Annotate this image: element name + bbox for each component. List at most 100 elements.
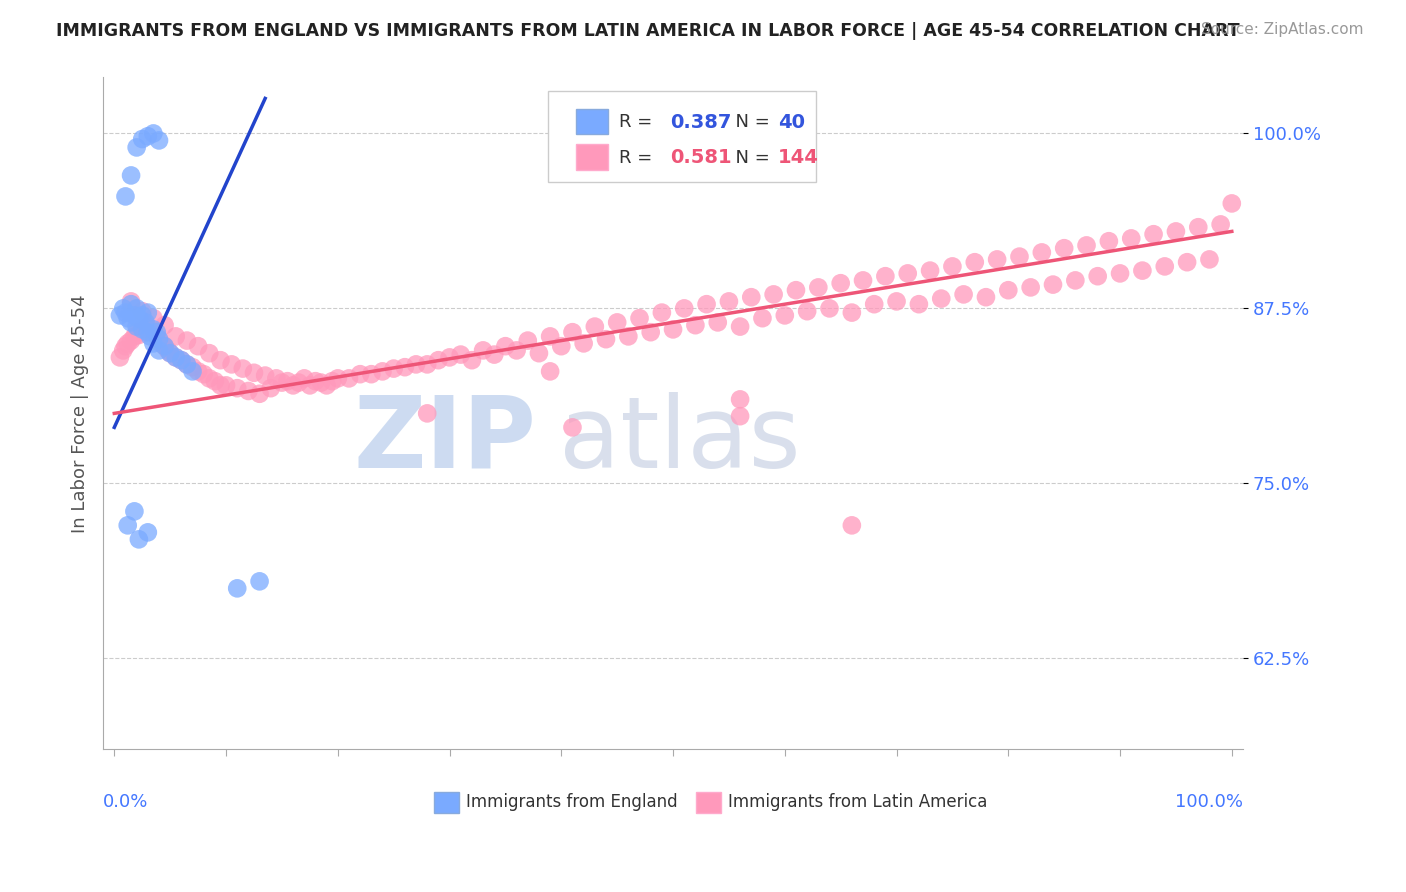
Point: [773, 309, 796, 323]
Point: [796, 304, 818, 318]
Point: [153, 339, 176, 353]
Point: [1142, 227, 1164, 242]
Point: [112, 301, 135, 316]
Point: [159, 346, 181, 360]
Point: [181, 364, 204, 378]
Point: [136, 129, 159, 144]
Point: [215, 378, 238, 392]
Point: [108, 309, 131, 323]
Point: [153, 339, 176, 353]
Point: [153, 318, 176, 333]
Point: [484, 348, 506, 362]
Point: [1076, 238, 1098, 252]
Point: [394, 360, 416, 375]
Point: [120, 294, 142, 309]
Point: [156, 343, 179, 358]
Point: [135, 325, 157, 339]
Point: [266, 371, 288, 385]
Text: N =: N =: [724, 149, 776, 167]
Point: [131, 322, 153, 336]
Point: [494, 339, 516, 353]
Point: [128, 311, 150, 326]
Point: [1164, 224, 1187, 238]
Point: [807, 280, 830, 294]
Point: [120, 334, 142, 348]
Point: [572, 336, 595, 351]
Point: [920, 263, 942, 277]
Point: [897, 267, 920, 281]
Point: [142, 322, 165, 336]
Point: [139, 322, 162, 336]
Point: [292, 371, 315, 385]
Point: [142, 336, 165, 351]
Point: [142, 127, 165, 141]
Point: [886, 294, 908, 309]
Point: [762, 287, 785, 301]
Point: [651, 305, 673, 319]
Point: [963, 255, 986, 269]
Point: [135, 315, 157, 329]
Text: Immigrants from Latin America: Immigrants from Latin America: [728, 793, 987, 812]
Point: [416, 406, 439, 420]
Point: [505, 343, 527, 358]
Point: [170, 353, 193, 368]
Point: [114, 339, 136, 353]
Point: [124, 329, 146, 343]
Point: [254, 368, 277, 383]
Point: [117, 311, 139, 326]
Point: [952, 287, 974, 301]
Text: atlas: atlas: [560, 392, 800, 489]
Point: [321, 374, 343, 388]
Point: [136, 305, 159, 319]
Point: [136, 319, 159, 334]
Point: [159, 346, 181, 360]
Point: [128, 533, 150, 547]
Point: [1220, 196, 1243, 211]
Point: [439, 351, 461, 365]
Text: 0.0%: 0.0%: [103, 793, 149, 811]
Point: [1175, 255, 1198, 269]
Text: N =: N =: [724, 113, 776, 131]
Point: [561, 420, 583, 434]
Point: [326, 371, 349, 385]
Point: [139, 329, 162, 343]
Point: [112, 343, 135, 358]
Point: [751, 311, 773, 326]
FancyBboxPatch shape: [548, 91, 815, 182]
Point: [148, 332, 170, 346]
Point: [198, 371, 221, 385]
Point: [628, 311, 651, 326]
Point: [128, 328, 150, 343]
FancyBboxPatch shape: [576, 109, 607, 135]
FancyBboxPatch shape: [576, 145, 607, 170]
Point: [1031, 245, 1053, 260]
Point: [673, 301, 696, 316]
Point: [728, 409, 751, 424]
Point: [117, 518, 139, 533]
Point: [1098, 234, 1121, 248]
Point: [232, 361, 254, 376]
Point: [1209, 218, 1232, 232]
Point: [131, 322, 153, 336]
Point: [260, 381, 283, 395]
Point: [908, 297, 931, 311]
Point: [1153, 260, 1175, 274]
Point: [538, 329, 561, 343]
Point: [461, 353, 484, 368]
Point: [120, 297, 142, 311]
Point: [287, 376, 309, 390]
Point: [527, 346, 550, 360]
Point: [249, 574, 271, 589]
Point: [221, 358, 243, 372]
Point: [142, 325, 165, 339]
Point: [165, 329, 187, 343]
Point: [209, 353, 232, 368]
Point: [841, 518, 863, 533]
Text: 40: 40: [778, 112, 804, 132]
Point: [818, 301, 841, 316]
Point: [145, 329, 167, 343]
Point: [450, 348, 472, 362]
Point: [595, 332, 617, 346]
Point: [165, 351, 187, 365]
Point: [114, 305, 136, 319]
